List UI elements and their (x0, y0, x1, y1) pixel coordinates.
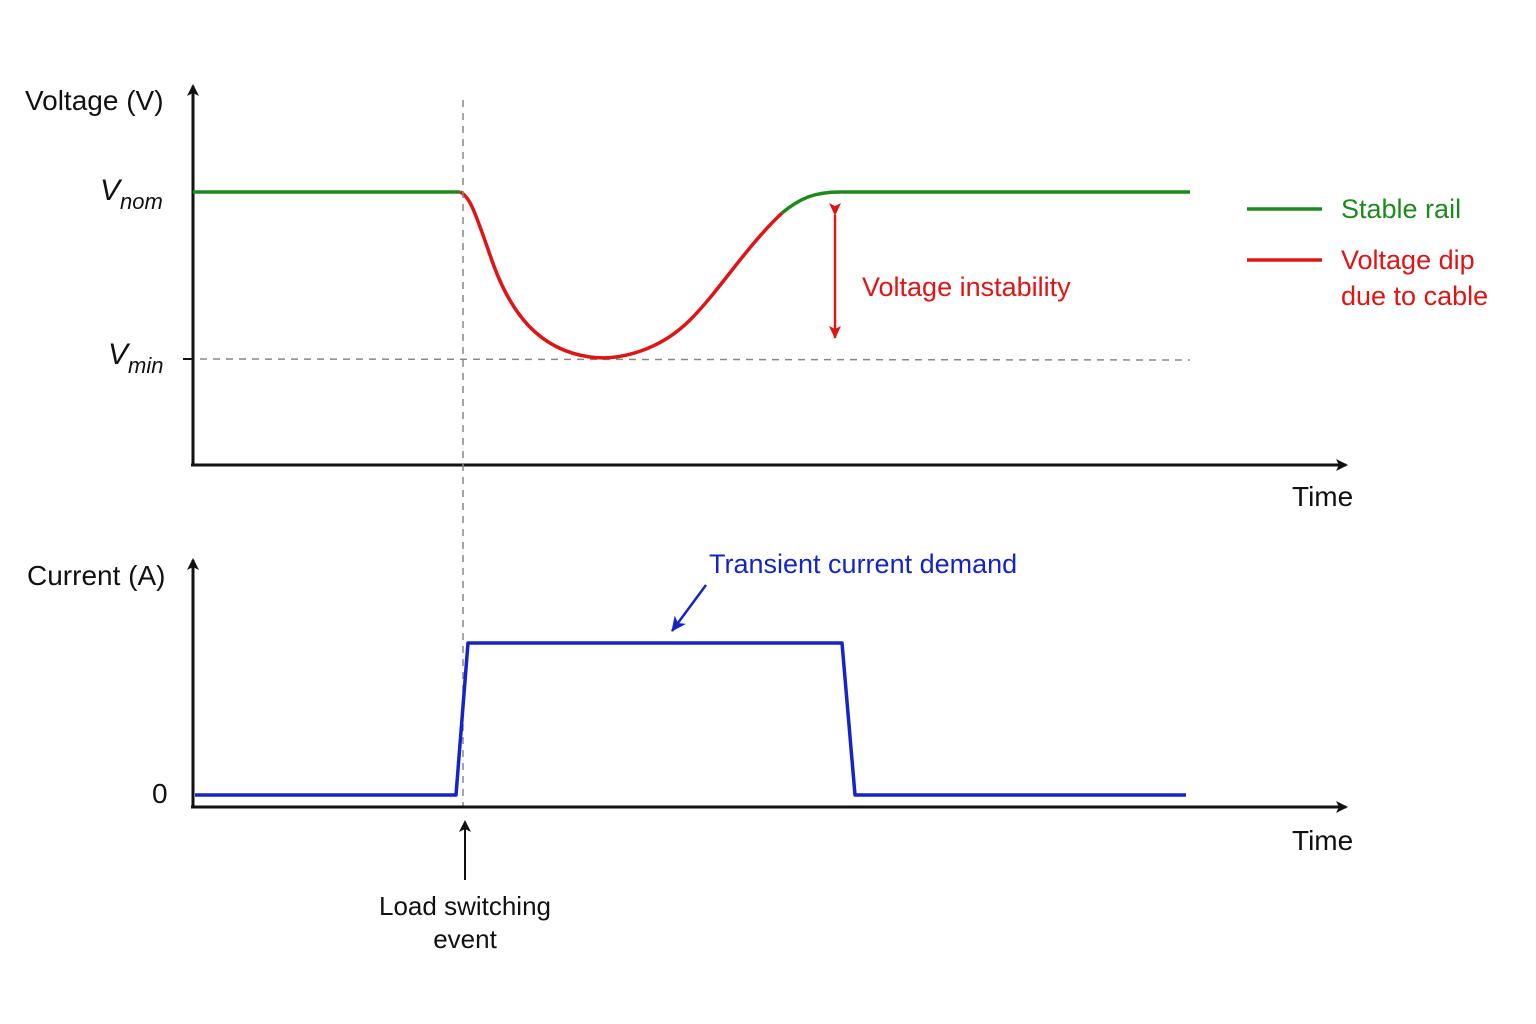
voltage-dip-curve (459, 190, 784, 360)
vnom-label: Vnom (100, 174, 163, 214)
legend-label-dip-line2: due to cable (1341, 281, 1488, 311)
vmin-reference-line (199, 358, 1191, 361)
current-panel: Current (A) Time 0 Transient current dem… (27, 549, 1353, 856)
voltage-panel: Voltage (V) Time Vnom Vmin Voltage insta… (25, 84, 1353, 512)
legend: Stable rail Voltage dip due to cable (1247, 194, 1488, 311)
current-time-label: Time (1292, 825, 1353, 856)
voltage-time-label: Time (1292, 481, 1353, 512)
legend-label-stable: Stable rail (1341, 194, 1461, 224)
vmin-label: Vmin (108, 338, 163, 378)
transient-demand-label: Transient current demand (709, 549, 1017, 579)
current-zero-label: 0 (152, 778, 168, 809)
current-axis-title: Current (A) (27, 560, 165, 591)
current-pulse (195, 641, 1186, 797)
stable-rail-after (780, 190, 1190, 215)
transient-demand-arrow (670, 584, 708, 632)
event-label-line2: event (433, 924, 497, 954)
event-annotation: Load switching event (379, 820, 551, 954)
instability-label: Voltage instability (862, 272, 1071, 302)
event-label-line1: Load switching (379, 891, 551, 921)
legend-label-dip-line1: Voltage dip (1341, 245, 1475, 275)
voltage-axis-title: Voltage (V) (25, 85, 164, 116)
